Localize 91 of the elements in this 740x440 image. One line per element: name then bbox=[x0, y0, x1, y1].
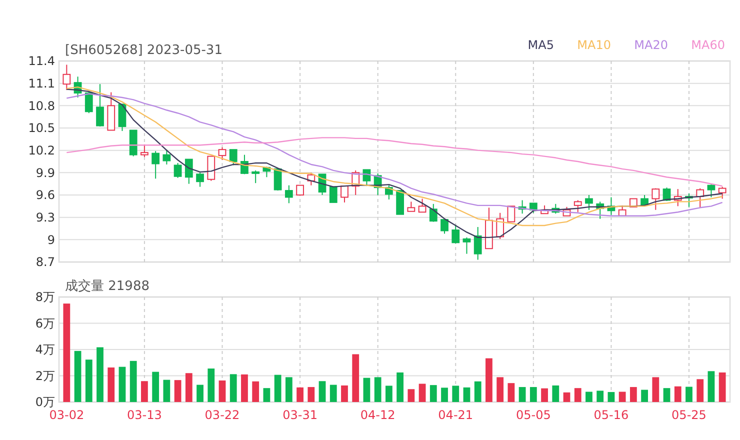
bar bbox=[574, 388, 582, 402]
text: MA20 bbox=[634, 38, 668, 52]
x-tick-label: 03-31 bbox=[282, 408, 318, 422]
bar bbox=[174, 380, 182, 402]
bar bbox=[486, 358, 492, 402]
y-tick-label: 8.7 bbox=[36, 255, 55, 270]
text: MA10 bbox=[577, 38, 611, 52]
text: MA5 bbox=[528, 38, 554, 52]
bar bbox=[530, 387, 537, 402]
x-tick-label: 04-12 bbox=[360, 408, 396, 422]
bar bbox=[185, 373, 192, 402]
bar bbox=[241, 374, 248, 402]
bar bbox=[608, 392, 615, 402]
bar bbox=[285, 377, 292, 402]
bar bbox=[196, 384, 204, 402]
bar bbox=[418, 384, 426, 402]
y-tick-label: 10.5 bbox=[28, 121, 55, 136]
bar bbox=[552, 385, 560, 402]
y-tick-label: 10.8 bbox=[28, 98, 55, 113]
bar bbox=[152, 372, 160, 402]
bar bbox=[163, 380, 170, 402]
x-tick-label: 04-21 bbox=[438, 408, 474, 422]
bar bbox=[474, 381, 482, 402]
y-tick-label: 2万 bbox=[35, 368, 55, 383]
bar bbox=[518, 387, 526, 402]
bar bbox=[263, 388, 270, 402]
y-tick-label: 9 bbox=[47, 232, 55, 247]
bar bbox=[230, 374, 237, 402]
bar bbox=[308, 387, 315, 402]
x-tick-label: 05-25 bbox=[672, 408, 706, 422]
bar bbox=[441, 388, 448, 402]
y-tick-label: 4万 bbox=[35, 342, 55, 357]
x-tick-label: 03-13 bbox=[127, 408, 162, 422]
bar bbox=[85, 360, 92, 402]
bar bbox=[586, 392, 592, 402]
chart-title: [SH605268] 2023-05-31 bbox=[65, 43, 222, 58]
bar bbox=[696, 379, 704, 402]
y-tick-label: 0万 bbox=[35, 395, 55, 410]
bar bbox=[408, 389, 415, 402]
bar bbox=[596, 390, 604, 402]
bar bbox=[363, 378, 370, 402]
bar bbox=[430, 385, 437, 402]
y-tick-label: 8万 bbox=[35, 290, 55, 304]
y-tick-label: 11.4 bbox=[28, 54, 55, 68]
bar bbox=[630, 387, 637, 402]
bar bbox=[218, 380, 226, 402]
bar bbox=[663, 388, 670, 402]
y-tick-label: 9.6 bbox=[36, 188, 55, 202]
bar bbox=[252, 381, 260, 402]
x-tick-label: 03-22 bbox=[204, 408, 240, 422]
bar bbox=[618, 392, 626, 402]
bar bbox=[318, 381, 326, 402]
text: MA60 bbox=[691, 38, 725, 52]
bar bbox=[674, 386, 682, 402]
bar bbox=[563, 392, 570, 402]
bar bbox=[208, 368, 215, 402]
bar bbox=[652, 377, 660, 402]
y-tick-label: 10.2 bbox=[28, 144, 55, 158]
x-tick-label: 05-05 bbox=[516, 408, 551, 422]
y-tick-label: 6万 bbox=[35, 316, 55, 330]
bar bbox=[130, 360, 137, 402]
candlestick bbox=[474, 226, 482, 260]
bar bbox=[63, 304, 70, 402]
y-tick-label: 9.3 bbox=[36, 210, 55, 225]
bar bbox=[118, 366, 126, 402]
y-tick-label: 11.1 bbox=[28, 76, 55, 91]
bar bbox=[330, 384, 337, 402]
bar bbox=[396, 372, 404, 402]
bar bbox=[296, 387, 304, 402]
bar bbox=[374, 377, 382, 402]
bar bbox=[74, 350, 82, 402]
bar bbox=[352, 354, 360, 402]
bar bbox=[341, 385, 348, 402]
bar bbox=[686, 386, 692, 402]
bar bbox=[541, 388, 548, 402]
bar bbox=[141, 381, 148, 402]
x-tick-label: 03-02 bbox=[49, 408, 84, 422]
bar bbox=[386, 386, 392, 402]
chart-title: 成交量 21988 bbox=[65, 278, 150, 294]
x-tick-label: 05-16 bbox=[594, 408, 629, 422]
bar bbox=[508, 383, 515, 402]
bar bbox=[452, 386, 460, 402]
bar bbox=[96, 347, 104, 402]
bar bbox=[274, 374, 282, 402]
y-tick-label: 9.9 bbox=[36, 166, 55, 180]
bar bbox=[641, 390, 648, 402]
bar bbox=[463, 387, 470, 402]
bar bbox=[708, 371, 715, 402]
bar bbox=[108, 367, 115, 402]
bar bbox=[496, 377, 504, 402]
bar bbox=[718, 372, 726, 402]
